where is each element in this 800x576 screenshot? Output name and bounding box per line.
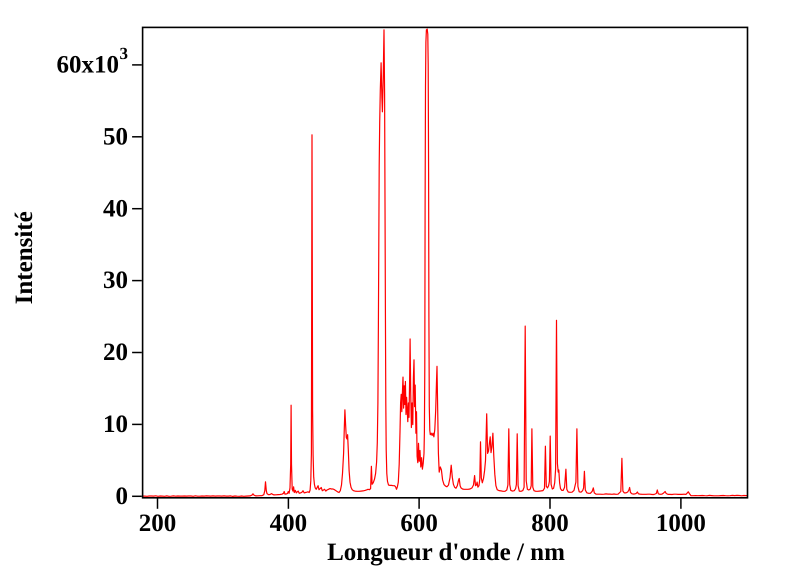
svg-text:50: 50: [103, 123, 128, 150]
svg-text:10: 10: [103, 411, 128, 438]
svg-text:3: 3: [120, 44, 129, 63]
svg-text:60x10: 60x10: [57, 52, 120, 79]
svg-text:Intensité: Intensité: [11, 211, 38, 304]
svg-text:0: 0: [116, 483, 129, 510]
svg-text:200: 200: [139, 510, 177, 537]
svg-text:20: 20: [103, 339, 128, 366]
svg-text:800: 800: [531, 510, 569, 537]
svg-text:1000: 1000: [656, 510, 706, 537]
svg-text:400: 400: [270, 510, 308, 537]
svg-text:600: 600: [400, 510, 438, 537]
svg-text:40: 40: [103, 195, 128, 222]
svg-text:Longueur d'onde / nm: Longueur d'onde / nm: [327, 539, 565, 566]
svg-text:30: 30: [103, 267, 128, 294]
